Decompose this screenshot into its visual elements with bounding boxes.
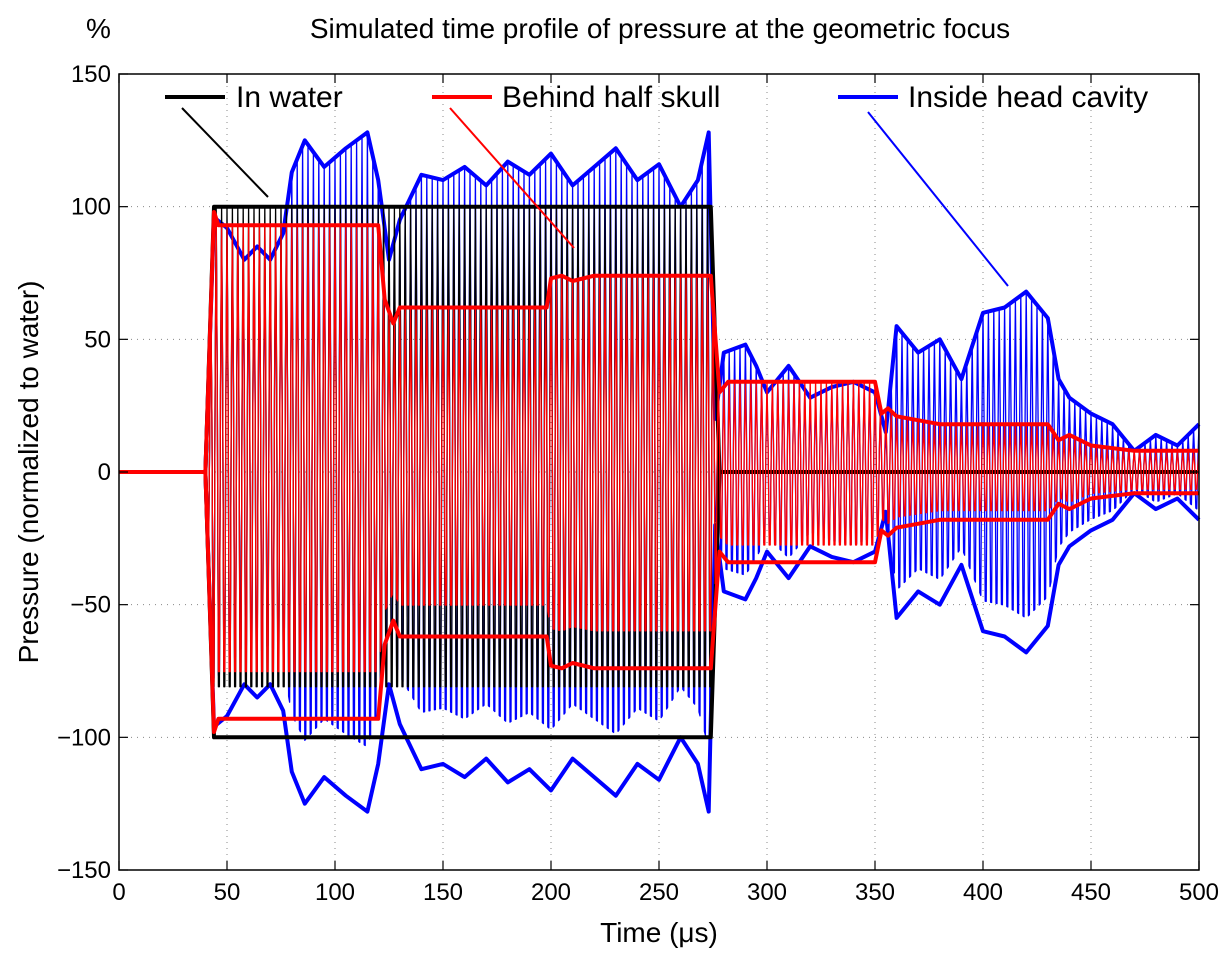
series-carrier-behind-half-skull [119, 217, 1200, 684]
x-tick-label: 450 [1071, 879, 1111, 906]
x-tick-label: 100 [315, 879, 355, 906]
y-tick-label: 0 [98, 459, 111, 486]
x-tick-label: 0 [112, 879, 125, 906]
x-tick-label: 50 [214, 879, 241, 906]
x-tick-label: 250 [639, 879, 679, 906]
y-tick-label: −150 [57, 857, 111, 884]
legend-leader-behind-skull [449, 107, 575, 249]
legend-label-inside-head: Inside head cavity [908, 81, 1148, 114]
y-tick-label: −100 [57, 724, 111, 751]
y-tick-label: 150 [71, 61, 111, 88]
legend: In water Behind half skull Inside head c… [165, 81, 1148, 287]
legend-leader-in-water [181, 107, 269, 198]
series-envelope-lower-inside-head-cavity [119, 470, 1201, 814]
unit-label: % [86, 13, 111, 44]
y-tick-label: −50 [70, 592, 111, 619]
x-tick-label: 400 [963, 879, 1003, 906]
ticks: 0 50 100 150 200 250 300 350 400 450 500−150−100−5… [57, 61, 1219, 906]
series-envelope-upper-inside-head-cavity [119, 130, 1201, 474]
x-tick-label: 500 [1179, 879, 1219, 906]
series-layer [119, 130, 1201, 814]
legend-label-in-water: In water [236, 81, 343, 114]
x-tick-label: 350 [855, 879, 895, 906]
x-tick-label: 200 [531, 879, 571, 906]
legend-label-behind-skull: Behind half skull [502, 81, 720, 114]
series-envelope-lower-behind-half-skull [119, 470, 1199, 734]
y-tick-label: 50 [84, 326, 111, 353]
series-envelope-upper-behind-half-skull [119, 210, 1199, 474]
x-axis-title: Time (μs) [600, 917, 718, 948]
y-axis-title: Pressure (normalized to water) [13, 281, 44, 664]
y-tick-label: 100 [71, 194, 111, 221]
x-tick-label: 300 [747, 879, 787, 906]
legend-leader-inside-head [867, 111, 1009, 287]
chart-title: Simulated time profile of pressure at th… [310, 13, 1010, 44]
x-tick-label: 150 [423, 879, 463, 906]
